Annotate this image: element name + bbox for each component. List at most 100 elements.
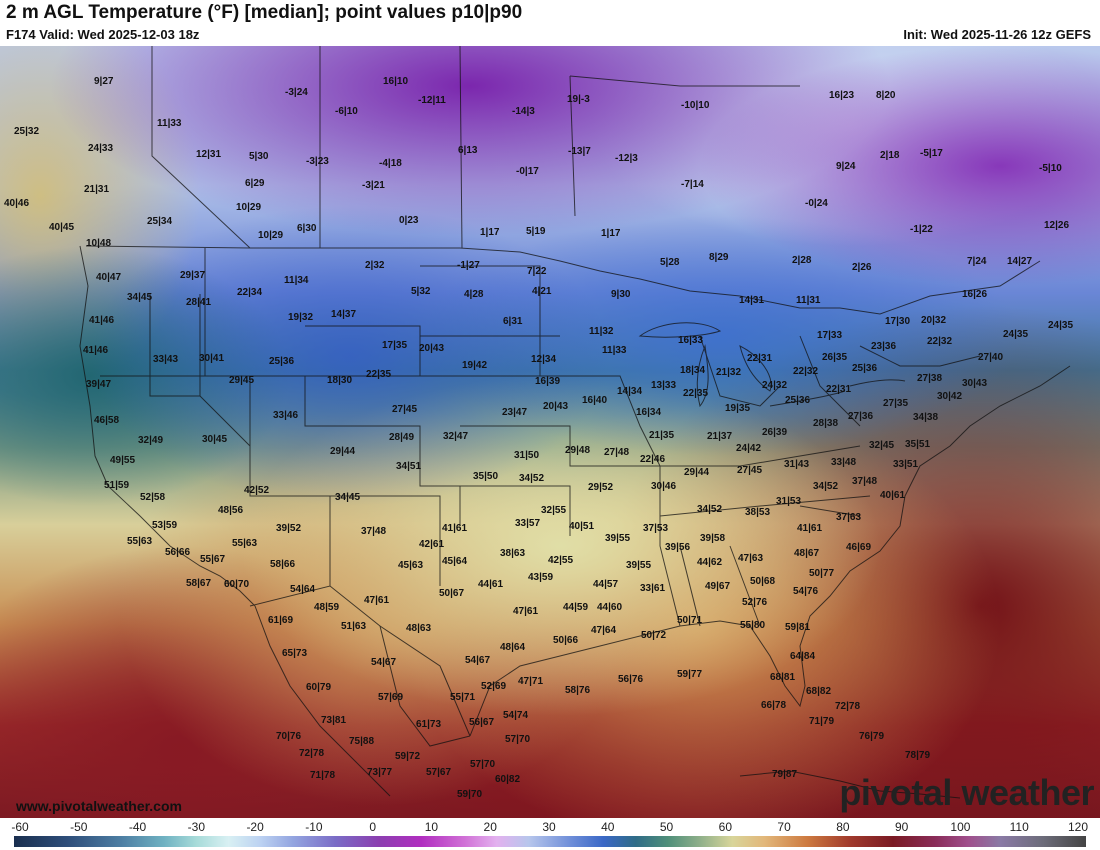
- point-value-label: 30|45: [202, 434, 228, 445]
- colorbar-tick-label: -60: [11, 820, 29, 834]
- point-value-label: 22|35: [683, 388, 709, 399]
- point-value-label: -7|14: [681, 179, 704, 190]
- colorbar-tick-label: -10: [305, 820, 323, 834]
- point-value-label: 61|73: [416, 719, 442, 730]
- colorbar-tick-label: -40: [128, 820, 147, 834]
- point-value-label: 5|30: [249, 151, 269, 162]
- point-value-label: 64|84: [790, 651, 816, 662]
- point-value-label: 48|67: [794, 548, 820, 559]
- point-value-label: 57|67: [426, 767, 452, 778]
- point-value-label: 68|81: [770, 672, 796, 683]
- point-value-label: 33|61: [640, 583, 666, 594]
- point-value-label: 6|30: [297, 223, 317, 234]
- point-value-label: 60|82: [495, 774, 521, 785]
- point-value-label: 7|22: [527, 266, 547, 277]
- point-value-label: 24|32: [762, 380, 788, 391]
- point-value-label: 27|40: [978, 352, 1004, 363]
- point-value-label: 14|37: [331, 309, 357, 320]
- point-value-label: 19|32: [288, 312, 314, 323]
- colorbar-tick-label: -50: [70, 820, 88, 834]
- point-value-label: 52|76: [742, 597, 768, 608]
- point-value-label: 31|50: [514, 450, 540, 461]
- point-value-label: 22|31: [826, 384, 852, 395]
- point-value-label: -3|21: [362, 180, 385, 191]
- point-value-label: -12|3: [615, 153, 638, 164]
- site-link[interactable]: www.pivotalweather.com: [16, 798, 182, 814]
- point-value-label: 35|50: [473, 471, 499, 482]
- point-value-label: 6|13: [458, 145, 478, 156]
- colorbar-tick-label: 50: [659, 820, 674, 834]
- point-value-label: 58|67: [186, 578, 212, 589]
- point-value-label: 54|76: [793, 586, 819, 597]
- point-value-label: 39|55: [605, 533, 631, 544]
- point-value-label: 30|46: [651, 481, 677, 492]
- point-value-label: 48|63: [406, 623, 432, 634]
- point-value-label: 22|32: [793, 366, 819, 377]
- point-value-label: 54|67: [371, 657, 397, 668]
- point-value-label: 22|31: [747, 353, 773, 364]
- point-value-label: 27|48: [604, 447, 630, 458]
- point-value-label: 38|53: [745, 507, 771, 518]
- point-value-label: 50|72: [641, 630, 667, 641]
- point-value-label: 73|81: [321, 715, 347, 726]
- point-value-label: 72|78: [835, 701, 861, 712]
- point-value-label: 9|30: [611, 289, 631, 300]
- point-value-label: 14|31: [739, 295, 765, 306]
- point-value-label: 16|26: [962, 289, 988, 300]
- point-value-label: 35|51: [905, 439, 931, 450]
- point-value-label: 60|79: [306, 682, 332, 693]
- point-value-label: 27|45: [737, 465, 763, 476]
- point-value-label: 46|58: [94, 415, 120, 426]
- point-value-label: 33|46: [273, 410, 299, 421]
- point-value-label: 50|68: [750, 576, 776, 587]
- point-value-label: 44|62: [697, 557, 723, 568]
- point-value-label: -1|27: [457, 260, 480, 271]
- point-value-label: 4|21: [532, 286, 552, 297]
- point-value-label: 13|33: [651, 380, 677, 391]
- temperature-map[interactable]: 9|27 16|10 -3|24 -12|11 19|-3 -10|10 16|23 8|20…: [0, 46, 1100, 818]
- point-value-label: 41|61: [442, 523, 468, 534]
- point-value-label: 56|66: [165, 547, 191, 558]
- point-value-label: 48|56: [218, 505, 244, 516]
- point-value-label: -14|3: [512, 106, 535, 117]
- point-value-label: 2|18: [880, 150, 900, 161]
- point-value-label: 17|35: [382, 340, 408, 351]
- point-value-label: -6|10: [335, 106, 358, 117]
- colorbar-tick-label: 20: [483, 820, 497, 834]
- point-value-label: -3|23: [306, 156, 329, 167]
- map-title: 2 m AGL Temperature (°F) [median]; point…: [6, 2, 523, 23]
- point-value-label: 61|69: [268, 615, 294, 626]
- point-value-label: 55|80: [740, 620, 766, 631]
- point-value-label: 71|78: [310, 770, 336, 781]
- point-value-label: 29|44: [684, 467, 710, 478]
- point-value-label: 58|76: [565, 685, 591, 696]
- colorbar-tick-label: 110: [1009, 820, 1029, 834]
- colorbar-ticks: -60 -50 -40 -30 -20 -10 0 10 20 30 40 50 60 70 80 90 100…: [0, 820, 1100, 834]
- point-value-label: 49|55: [110, 455, 136, 466]
- point-value-label: 11|33: [602, 345, 627, 356]
- point-value-label: 70|76: [276, 731, 302, 742]
- point-value-label: 5|32: [411, 286, 431, 297]
- point-value-label: 51|59: [104, 480, 130, 491]
- point-value-label: 79|87: [772, 769, 798, 780]
- point-value-label: 23|47: [502, 407, 528, 418]
- point-value-label: 50|67: [439, 588, 465, 599]
- brand-logo: pivotal weather: [839, 772, 1094, 813]
- point-value-label: 39|55: [626, 560, 652, 571]
- point-value-label: 16|40: [582, 395, 608, 406]
- point-value-label: 54|74: [503, 710, 529, 721]
- point-value-label: 38|63: [500, 548, 526, 559]
- point-value-label: 30|42: [937, 391, 963, 402]
- point-value-label: 5|28: [660, 257, 680, 268]
- point-value-label: 54|64: [290, 584, 316, 595]
- point-value-label: 33|43: [153, 354, 179, 365]
- point-value-label: 27|35: [883, 398, 909, 409]
- point-value-label: 40|61: [880, 490, 906, 501]
- point-value-label: -5|17: [920, 148, 943, 159]
- point-value-label: 42|61: [419, 539, 445, 550]
- colorbar-tick-label: -30: [187, 820, 205, 834]
- point-value-label: 56|76: [618, 674, 644, 685]
- point-value-label: 19|35: [725, 403, 751, 414]
- colorbar-tick-label: 0: [369, 820, 376, 834]
- point-value-label: -10|10: [681, 100, 710, 111]
